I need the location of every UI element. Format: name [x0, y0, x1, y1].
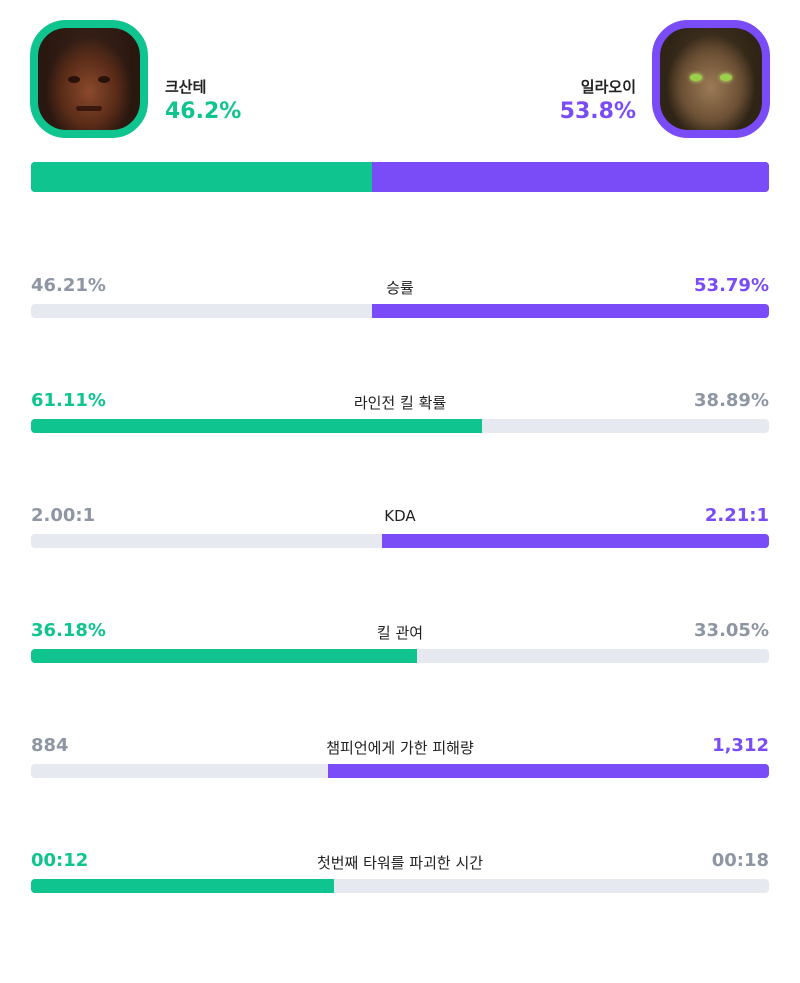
stat-comparison-bar — [31, 304, 769, 318]
stat-comparison-bar — [31, 649, 769, 663]
left-champion-win-rate: 46.2% — [165, 99, 242, 124]
stat-row: 36.18% 킬 관여 33.05% — [31, 620, 769, 663]
right-champion-avatar[interactable] — [652, 20, 770, 138]
stat-comparison-bar — [31, 879, 769, 893]
champion-portrait-icon — [38, 28, 140, 130]
stat-row: 61.11% 라인전 킬 확률 38.89% — [31, 390, 769, 433]
stat-label: 첫번째 타워를 파괴한 시간 — [316, 854, 484, 872]
stat-left-value: 36.18% — [31, 620, 106, 641]
stat-bar-fill-left — [31, 649, 417, 663]
stat-right-value: 00:18 — [711, 850, 769, 871]
stat-comparison-bar — [31, 534, 769, 548]
portrait-eye — [98, 76, 110, 83]
right-champion-name: 일라오이 — [580, 78, 636, 96]
stat-left-value: 00:12 — [31, 850, 89, 871]
stat-right-value: 1,312 — [712, 735, 769, 756]
stat-bar-fill-right — [381, 534, 769, 548]
stat-row: 2.00:1 KDA 2.21:1 — [31, 505, 769, 548]
stat-left-value: 46.21% — [31, 275, 106, 296]
stat-row: 884 챔피언에게 가한 피해량 1,312 — [31, 735, 769, 778]
right-champion-win-rate: 53.8% — [559, 99, 636, 124]
stat-left-value: 884 — [31, 735, 69, 756]
stat-right-value: 33.05% — [694, 620, 769, 641]
stat-bar-fill-right — [328, 764, 769, 778]
stat-comparison-bar — [31, 764, 769, 778]
portrait-eye — [68, 76, 80, 83]
portrait-eye — [690, 74, 702, 81]
stat-right-value: 38.89% — [694, 390, 769, 411]
stat-label: 챔피언에게 가한 피해량 — [326, 739, 474, 757]
stat-bar-fill-left — [31, 879, 335, 893]
stat-label: 라인전 킬 확률 — [353, 394, 447, 412]
stat-label: 킬 관여 — [376, 624, 424, 642]
left-champion-card[interactable] — [30, 20, 148, 138]
portrait-mouth — [76, 106, 102, 111]
stat-label: 승률 — [386, 279, 414, 297]
stat-comparison-bar — [31, 419, 769, 433]
stat-right-value: 53.79% — [694, 275, 769, 296]
left-champion-name: 크산테 — [165, 78, 207, 96]
stat-left-value: 2.00:1 — [31, 505, 96, 526]
overall-win-rate-bar — [31, 162, 769, 192]
stat-label: KDA — [384, 507, 416, 525]
stat-left-value: 61.11% — [31, 390, 106, 411]
stat-row: 00:12 첫번째 타워를 파괴한 시간 00:18 — [31, 850, 769, 893]
overall-bar-left-fill — [31, 162, 372, 192]
portrait-eye — [720, 74, 732, 81]
stat-row: 46.21% 승률 53.79% — [31, 275, 769, 318]
overall-bar-right-fill — [371, 162, 769, 192]
stat-right-value: 2.21:1 — [704, 505, 769, 526]
left-champion-avatar[interactable] — [30, 20, 148, 138]
champion-portrait-icon — [660, 28, 762, 130]
right-champion-card[interactable] — [652, 20, 770, 138]
stat-bar-fill-left — [31, 419, 482, 433]
stat-bar-fill-right — [372, 304, 769, 318]
